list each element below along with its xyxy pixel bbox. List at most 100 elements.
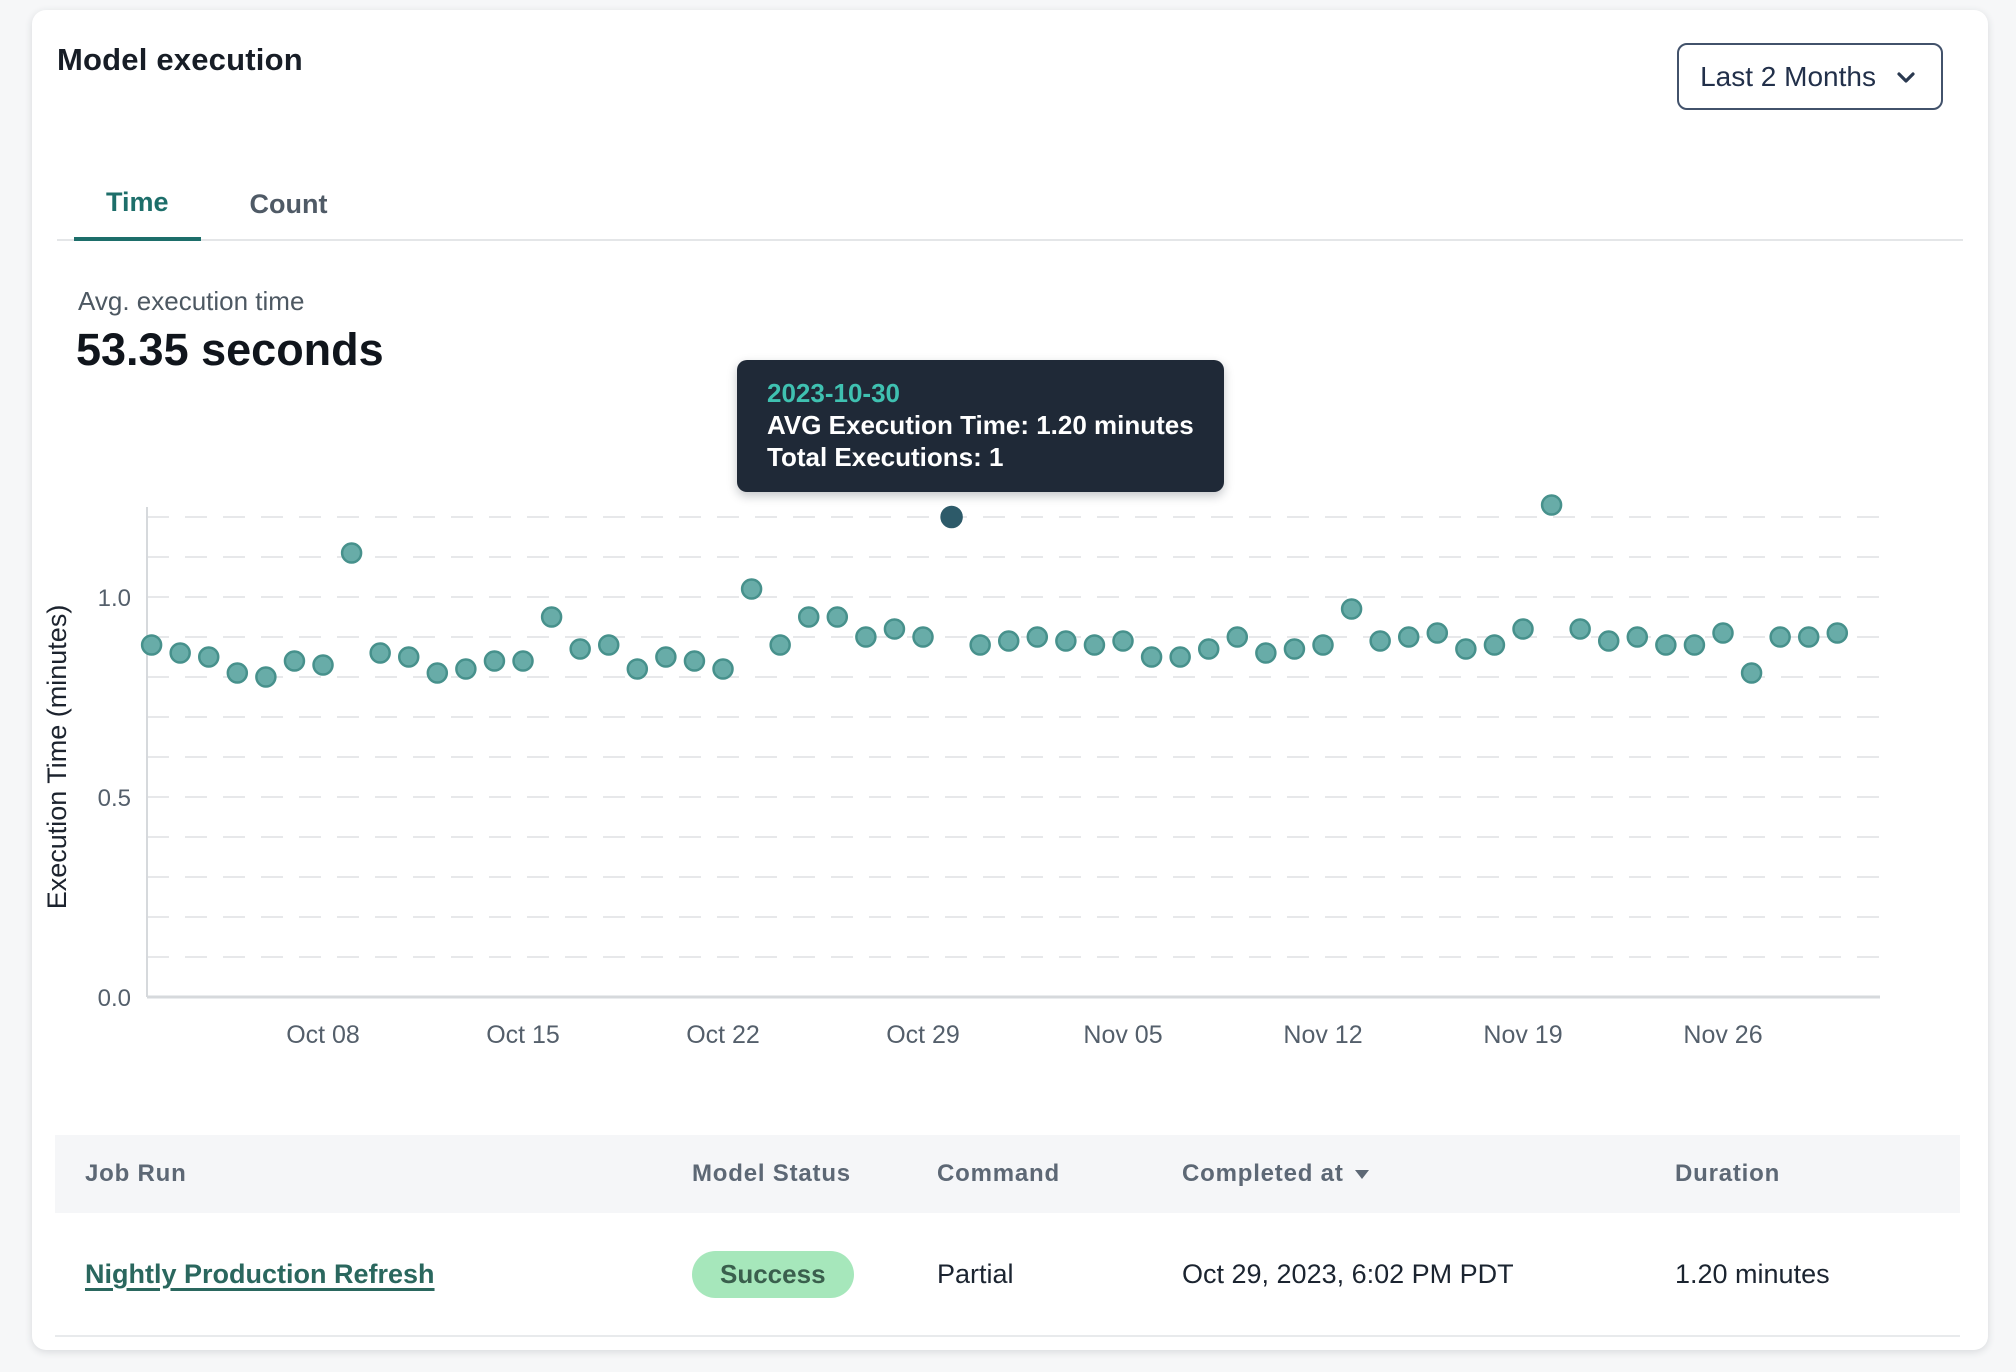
data-point[interactable] bbox=[769, 634, 791, 656]
data-point[interactable] bbox=[1626, 626, 1649, 648]
data-point[interactable] bbox=[1283, 638, 1306, 660]
data-point[interactable] bbox=[1397, 626, 1420, 648]
data-point[interactable] bbox=[826, 606, 849, 628]
data-point[interactable] bbox=[969, 634, 991, 656]
avg-execution-time-label: Avg. execution time bbox=[78, 286, 305, 316]
table-row: Nightly Production Refresh Success Parti… bbox=[55, 1213, 1960, 1337]
data-point[interactable] bbox=[1112, 630, 1134, 652]
data-point[interactable] bbox=[1655, 634, 1677, 656]
data-point[interactable] bbox=[140, 634, 163, 656]
chevron-down-icon bbox=[1897, 71, 1915, 83]
tab-time-label: Time bbox=[106, 187, 169, 217]
y-tick-label: 0.0 bbox=[98, 985, 131, 1012]
data-point[interactable] bbox=[255, 666, 277, 688]
data-point[interactable] bbox=[397, 646, 420, 668]
data-point[interactable] bbox=[1055, 630, 1077, 652]
column-header-completed-at[interactable]: Completed at bbox=[1182, 1160, 1675, 1188]
data-point[interactable] bbox=[1426, 622, 1449, 644]
tab-count[interactable]: Count bbox=[218, 168, 360, 241]
data-point[interactable] bbox=[312, 654, 334, 676]
column-header-command[interactable]: Command bbox=[937, 1160, 1060, 1187]
data-point[interactable] bbox=[1455, 638, 1477, 660]
data-point[interactable] bbox=[569, 638, 591, 660]
tab-time[interactable]: Time bbox=[74, 168, 201, 241]
data-point[interactable] bbox=[1597, 630, 1620, 652]
data-point[interactable] bbox=[797, 606, 820, 628]
data-point[interactable] bbox=[1797, 626, 1820, 648]
data-point[interactable] bbox=[1140, 646, 1163, 668]
data-point[interactable] bbox=[226, 662, 249, 684]
data-point[interactable] bbox=[426, 662, 449, 684]
data-point[interactable] bbox=[1740, 662, 1763, 684]
chart-tabs: Time Count bbox=[57, 168, 1963, 241]
data-point[interactable] bbox=[283, 650, 306, 672]
execution-time-scatter-chart[interactable]: 0.0 0.5 1.0 Oct 08 Oct 15 Oct 22 Oct 29 Nov 05 N… bbox=[32, 455, 1988, 1065]
x-tick-label: Nov 12 bbox=[1283, 1021, 1362, 1049]
data-point[interactable] bbox=[1197, 638, 1220, 660]
column-header-duration[interactable]: Duration bbox=[1675, 1160, 1781, 1187]
data-point-selected[interactable] bbox=[940, 505, 963, 529]
data-point[interactable] bbox=[1540, 494, 1563, 516]
data-point[interactable] bbox=[1255, 642, 1277, 664]
date-range-dropdown[interactable]: Last 2 Months bbox=[1677, 43, 1943, 110]
data-point[interactable] bbox=[1512, 618, 1534, 640]
data-point[interactable] bbox=[455, 658, 477, 680]
command-cell: Partial bbox=[937, 1258, 1014, 1289]
avg-execution-time-value: 53.35 seconds bbox=[76, 324, 384, 375]
x-tick-label: Oct 29 bbox=[886, 1021, 960, 1049]
data-point[interactable] bbox=[483, 650, 506, 672]
data-point[interactable] bbox=[512, 650, 534, 672]
data-point[interactable] bbox=[1169, 646, 1191, 668]
data-point[interactable] bbox=[1312, 634, 1334, 656]
y-tick-label: 0.5 bbox=[98, 785, 131, 812]
completed-at-cell: Oct 29, 2023, 6:02 PM PDT bbox=[1182, 1258, 1514, 1289]
data-point[interactable] bbox=[1026, 626, 1049, 648]
y-axis-title: Execution Time (minutes) bbox=[42, 605, 72, 910]
data-point[interactable] bbox=[1483, 634, 1506, 656]
data-point[interactable] bbox=[1712, 622, 1734, 644]
tooltip-avg-execution-time: AVG Execution Time: 1.20 minutes bbox=[767, 410, 1194, 440]
chart-tooltip: 2023-10-30 AVG Execution Time: 1.20 minu… bbox=[737, 360, 1224, 492]
data-point[interactable] bbox=[1683, 634, 1706, 656]
data-point[interactable] bbox=[1369, 630, 1391, 652]
x-tick-label: Nov 19 bbox=[1483, 1021, 1562, 1049]
job-runs-table: Job Run Model Status Command Completed a… bbox=[55, 1135, 1960, 1337]
y-tick-label: 1.0 bbox=[98, 585, 131, 612]
data-point[interactable] bbox=[340, 542, 363, 564]
data-point[interactable] bbox=[912, 626, 934, 648]
tooltip-total-executions: Total Executions: 1 bbox=[767, 442, 1004, 472]
job-run-link[interactable]: Nightly Production Refresh bbox=[85, 1258, 435, 1289]
tab-count-label: Count bbox=[249, 189, 328, 219]
x-tick-label: Oct 22 bbox=[686, 1021, 760, 1049]
data-point[interactable] bbox=[1083, 634, 1106, 656]
date-range-value: Last 2 Months bbox=[1700, 60, 1876, 92]
data-point[interactable] bbox=[655, 646, 677, 668]
x-tick-label: Nov 26 bbox=[1683, 1021, 1762, 1049]
column-header-model-status[interactable]: Model Status bbox=[692, 1160, 851, 1187]
data-point[interactable] bbox=[597, 634, 620, 656]
x-tick-label: Oct 08 bbox=[286, 1021, 360, 1049]
data-point[interactable] bbox=[369, 642, 391, 664]
data-point[interactable] bbox=[1226, 626, 1249, 648]
duration-cell: 1.20 minutes bbox=[1675, 1258, 1830, 1289]
data-point[interactable] bbox=[855, 626, 877, 648]
data-point[interactable] bbox=[626, 658, 649, 680]
data-point[interactable] bbox=[683, 650, 706, 672]
data-point[interactable] bbox=[740, 578, 763, 600]
data-point[interactable] bbox=[540, 606, 563, 628]
data-point[interactable] bbox=[1769, 626, 1791, 648]
column-header-job-run[interactable]: Job Run bbox=[85, 1160, 187, 1187]
data-point[interactable] bbox=[1569, 618, 1591, 640]
table-header-row: Job Run Model Status Command Completed a… bbox=[55, 1135, 1960, 1213]
tooltip-date: 2023-10-30 bbox=[767, 378, 900, 408]
data-point[interactable] bbox=[169, 642, 191, 664]
data-point[interactable] bbox=[883, 618, 906, 640]
data-point[interactable] bbox=[712, 658, 734, 680]
data-point[interactable] bbox=[1826, 622, 1849, 644]
data-point[interactable] bbox=[197, 646, 220, 668]
x-tick-label: Oct 15 bbox=[486, 1021, 560, 1049]
x-tick-label: Nov 05 bbox=[1083, 1021, 1162, 1049]
data-point[interactable] bbox=[997, 630, 1020, 652]
data-point[interactable] bbox=[1340, 598, 1363, 620]
status-badge: Success bbox=[692, 1250, 854, 1298]
